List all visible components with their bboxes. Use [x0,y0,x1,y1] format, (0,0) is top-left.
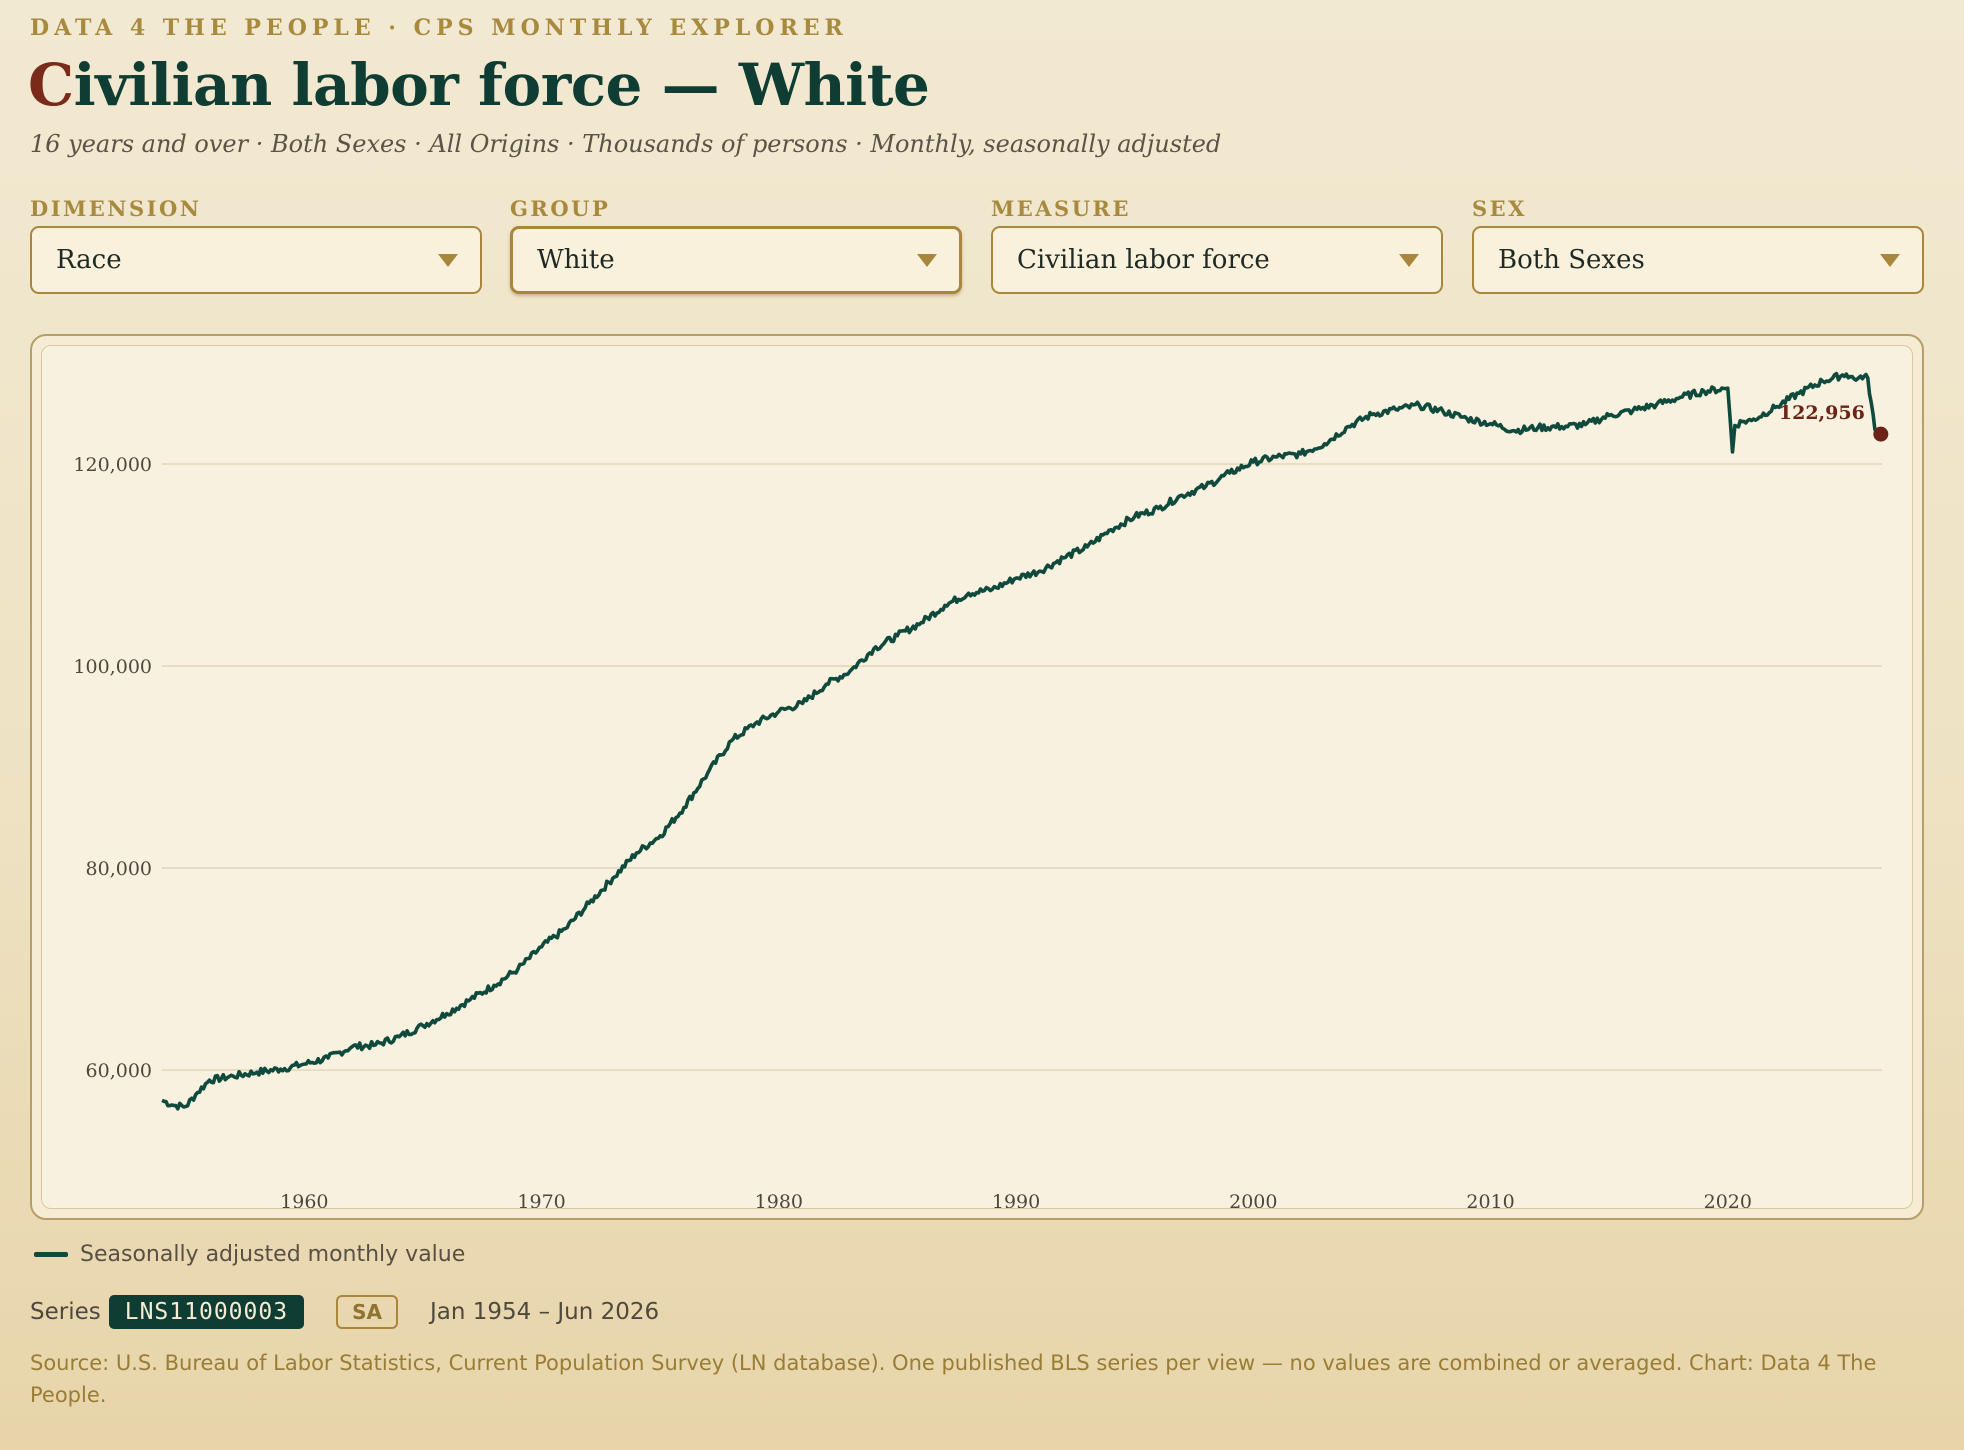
chart-series: 122,956 [161,371,1889,1111]
dimension-select[interactable]: Race [30,226,482,294]
x-tick-label: 1960 [280,1191,328,1209]
x-tick-label: 1990 [992,1191,1040,1209]
chart-axes: 60,000 80,000 100,000 120,000 1960 1970 1980 19… [73,454,1752,1209]
series-id-badge: LNS11000003 [108,1295,305,1329]
chart-frame: 60,000 80,000 100,000 120,000 1960 1970 1980 19… [41,345,1913,1209]
group-select-value: White [537,245,615,275]
x-tick-label: 2010 [1466,1191,1514,1209]
filter-group: GROUP White [510,194,962,294]
filter-dimension: DIMENSION Race [30,194,482,294]
y-tick-label: 60,000 [86,1060,152,1082]
line-chart[interactable]: 60,000 80,000 100,000 120,000 1960 1970 1980 19… [42,346,1913,1209]
date-range: Jan 1954 – Jun 2026 [429,1299,660,1325]
chevron-down-icon [1399,253,1419,267]
measure-select[interactable]: Civilian labor force [991,226,1443,294]
filter-sex-label: SEX [1472,196,1527,221]
y-tick-label: 120,000 [73,454,152,476]
filter-group-label: GROUP [510,196,611,221]
chevron-down-icon [438,253,458,267]
filter-measure: MEASURE Civilian labor force [991,194,1443,294]
chevron-down-icon [1880,253,1900,267]
series-line [161,371,1883,1111]
legend-swatch [34,1252,68,1257]
dimension-select-value: Race [56,245,122,275]
group-select[interactable]: White [510,226,962,294]
sex-select[interactable]: Both Sexes [1472,226,1924,294]
series-endpoint[interactable] [1873,426,1889,442]
x-tick-label: 1980 [755,1191,803,1209]
seasonal-adjustment-badge: SA [336,1295,398,1329]
x-tick-label: 2000 [1229,1191,1277,1209]
kicker: DATA 4 THE PEOPLE · CPS MONTHLY EXPLORER [30,15,848,41]
last-value-label: 122,956 [1779,402,1865,424]
x-tick-label: 1970 [517,1191,565,1209]
y-tick-label: 100,000 [73,656,152,678]
x-tick-label: 2020 [1704,1191,1752,1209]
measure-select-value: Civilian labor force [1017,245,1270,275]
page-title-rest: ivilian labor force — White [73,51,930,119]
chevron-down-icon [917,253,937,267]
filter-sex: SEX Both Sexes [1472,194,1924,294]
chart-legend: Seasonally adjusted monthly value [34,1242,465,1267]
chart-card: 60,000 80,000 100,000 120,000 1960 1970 1980 19… [30,334,1924,1220]
page-title-initial: C [28,51,74,119]
page-subtitle: 16 years and over · Both Sexes · All Ori… [30,130,1222,158]
page-title: Civilian labor force — White [28,51,930,119]
chart-grid [162,463,1882,1071]
filter-measure-label: MEASURE [991,196,1131,221]
source-note: Source: U.S. Bureau of Labor Statistics,… [30,1351,1877,1407]
y-tick-label: 80,000 [86,858,152,880]
series-info: Series LNS11000003 SA Jan 1954 – Jun 202… [30,1295,659,1329]
series-prefix: Series [30,1299,101,1325]
filter-dimension-label: DIMENSION [30,196,202,221]
legend-label: Seasonally adjusted monthly value [80,1242,466,1267]
sex-select-value: Both Sexes [1498,245,1645,275]
